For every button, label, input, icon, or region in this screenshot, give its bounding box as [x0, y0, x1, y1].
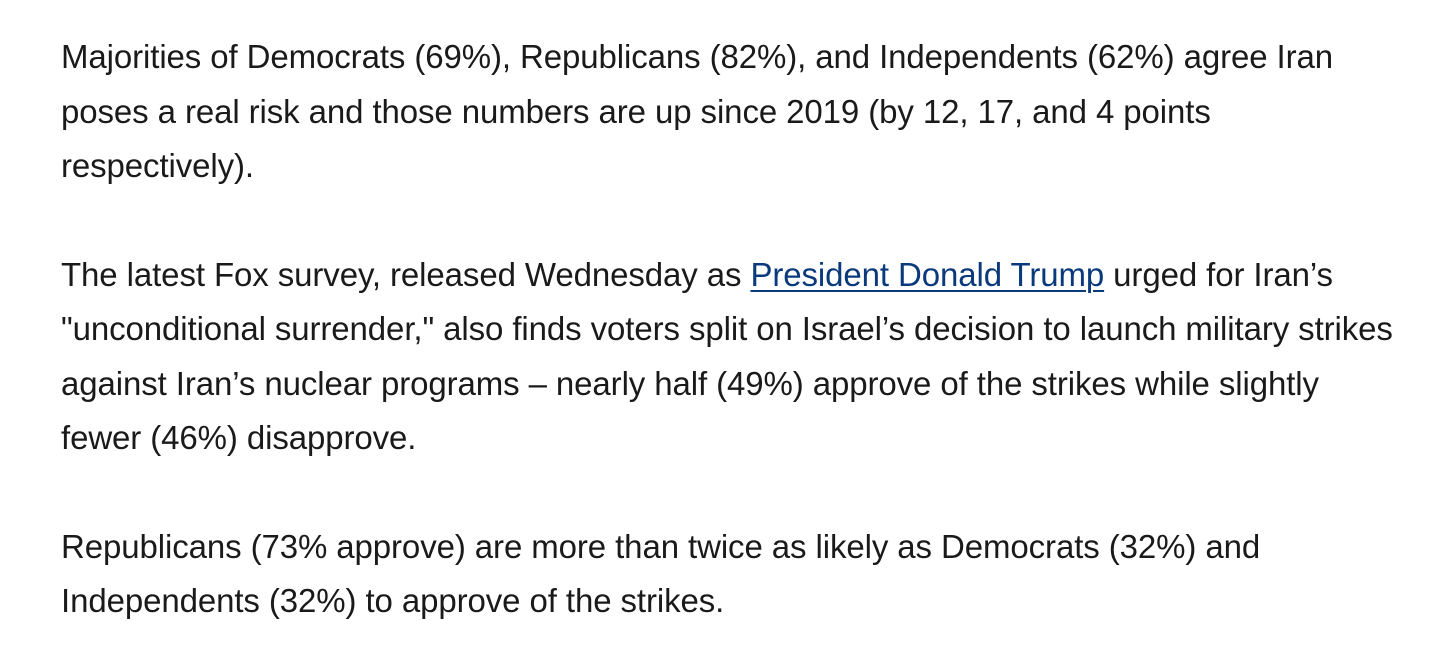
paragraph-fox-survey-rest: urged for Iran’s "unconditional surrende… [61, 255, 1393, 457]
president-donald-trump-link[interactable]: President Donald Trump [750, 255, 1105, 293]
article-body: Majorities of Democrats (69%), Republica… [61, 30, 1401, 629]
paragraph-partisan-risk: Majorities of Democrats (69%), Republica… [61, 38, 1334, 184]
paragraph-fox-survey: The latest Fox survey, released Wednesda… [61, 248, 1401, 466]
paragraph-strike-approval: Republicans (73% approve) are more than … [61, 527, 1261, 620]
paragraph-fox-survey-lead: The latest Fox survey, released Wednesda… [61, 255, 751, 293]
